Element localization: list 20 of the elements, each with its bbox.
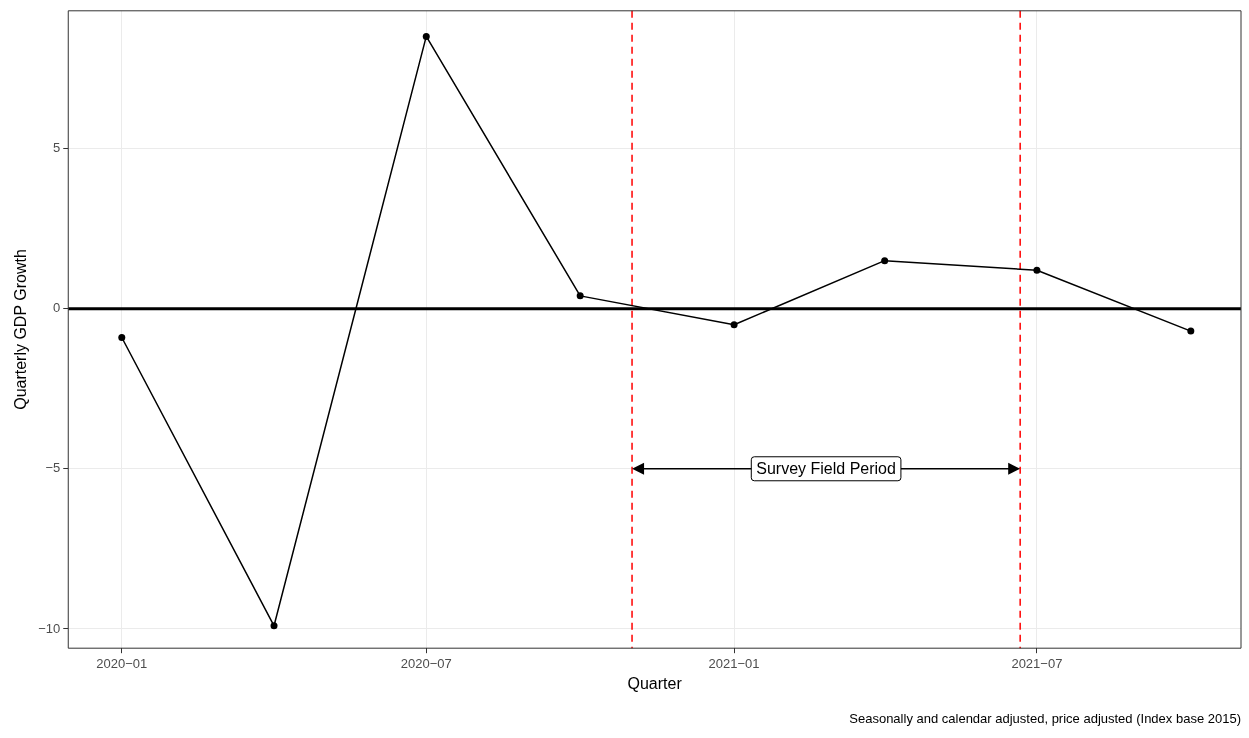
x-tick-label: 2020−07: [400, 655, 452, 671]
annotation: Survey Field Period: [756, 460, 896, 478]
y-tick-label: −10: [38, 620, 61, 636]
point: [270, 622, 278, 630]
y-tick-label: 5: [53, 140, 61, 156]
point: [576, 292, 584, 300]
x-tick-label: 2020−01: [96, 655, 148, 671]
x-tick-label: 2021−01: [708, 655, 760, 671]
x-tick-label: 2021−07: [1011, 655, 1063, 671]
point: [118, 334, 126, 342]
point: [881, 257, 889, 265]
y-axis-title: Quarterly GDP Growth: [12, 249, 30, 410]
y-tick-label: 0: [53, 300, 61, 316]
point: [422, 32, 430, 40]
point: [730, 321, 738, 329]
point: [1033, 266, 1041, 274]
point: [1187, 327, 1195, 335]
y-tick-label: −5: [45, 460, 61, 476]
text: Seasonally and calendar adjusted, price adjusted (Index base 2015): [849, 711, 1241, 727]
x-axis-title: Quarter: [627, 674, 683, 692]
